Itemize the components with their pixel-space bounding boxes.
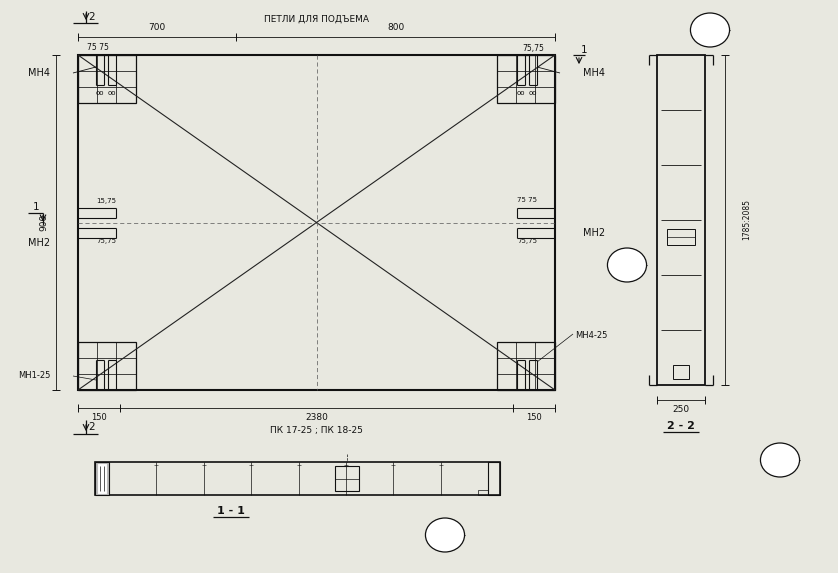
Bar (673, 365, 689, 379)
Text: oo: oo (517, 90, 525, 96)
Text: 5: 5 (442, 522, 447, 531)
Text: 1 - 1: 1 - 1 (217, 506, 245, 516)
Bar (95, 462, 500, 495)
Ellipse shape (608, 248, 647, 282)
Bar (78, 55, 136, 103)
Text: 150: 150 (91, 414, 107, 422)
Text: 75,75: 75,75 (96, 237, 116, 244)
Text: oo: oo (529, 90, 537, 96)
Text: 1: 1 (707, 17, 713, 26)
Ellipse shape (760, 443, 799, 477)
Ellipse shape (426, 518, 464, 552)
Bar (497, 342, 555, 390)
Text: 75,75: 75,75 (517, 237, 537, 244)
Text: ПЕТЛИ ДЛЯ ПОДЪЕМА: ПЕТЛИ ДЛЯ ПОДЪЕМА (264, 14, 369, 23)
Text: 1: 1 (581, 45, 587, 55)
Text: 2: 2 (89, 422, 96, 432)
Text: 48: 48 (621, 269, 633, 278)
Text: 2: 2 (89, 12, 96, 22)
Bar (335, 466, 359, 491)
Text: МН1-25: МН1-25 (18, 371, 50, 379)
Text: МН2: МН2 (583, 227, 605, 237)
Text: МН4: МН4 (583, 68, 605, 78)
Text: 900: 900 (39, 214, 49, 231)
Text: 250: 250 (672, 406, 690, 414)
Text: МН4: МН4 (28, 68, 50, 78)
Bar (478, 490, 488, 495)
Text: 75,75: 75,75 (522, 44, 544, 53)
Text: 3: 3 (624, 252, 630, 261)
Text: 75 75: 75 75 (87, 44, 109, 53)
Text: 46: 46 (704, 34, 716, 43)
Text: oo: oo (96, 90, 104, 96)
Bar (488, 462, 500, 495)
Text: 46: 46 (774, 464, 786, 473)
Bar (78, 342, 136, 390)
Text: 150: 150 (526, 414, 542, 422)
Bar (497, 55, 555, 103)
Text: 2 - 2: 2 - 2 (667, 421, 695, 431)
Text: 2380: 2380 (305, 414, 328, 422)
Text: 75 75: 75 75 (517, 198, 537, 203)
Text: 15,75: 15,75 (96, 198, 116, 203)
Text: oo: oo (108, 90, 116, 96)
Text: 1785:2085: 1785:2085 (742, 199, 752, 241)
Text: 800: 800 (387, 23, 404, 33)
Bar (667, 229, 695, 245)
Ellipse shape (691, 13, 730, 47)
Text: МН4-25: МН4-25 (575, 331, 608, 339)
Text: 46: 46 (439, 539, 451, 548)
Bar (95, 462, 109, 495)
Text: 700: 700 (148, 23, 166, 33)
Text: 1: 1 (33, 202, 39, 211)
Text: ПК 17-25 ; ПК 18-25: ПК 17-25 ; ПК 18-25 (270, 426, 363, 434)
Text: 2: 2 (777, 447, 783, 456)
Bar (657, 55, 705, 385)
Text: МН2: МН2 (28, 237, 50, 248)
Bar (78, 55, 555, 390)
